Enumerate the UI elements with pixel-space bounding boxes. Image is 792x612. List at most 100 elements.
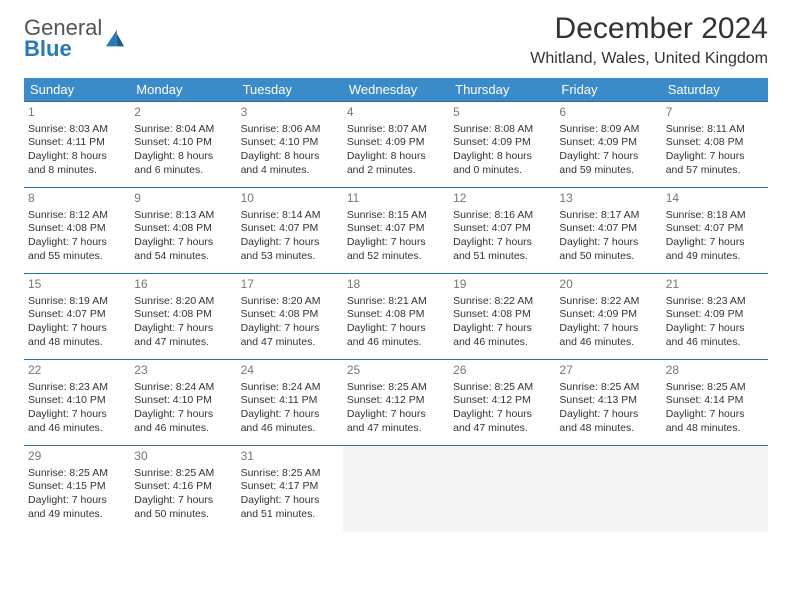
sunrise-line: Sunrise: 8:25 AM <box>134 467 232 481</box>
calendar-day-cell: 25Sunrise: 8:25 AMSunset: 4:12 PMDayligh… <box>343 360 449 446</box>
title-block: December 2024 Whitland, Wales, United Ki… <box>530 12 768 68</box>
sunrise-line: Sunrise: 8:25 AM <box>559 381 657 395</box>
day-number: 5 <box>453 105 551 121</box>
sunset-line: Sunset: 4:08 PM <box>347 308 445 322</box>
daylight-line: Daylight: 7 hours and 51 minutes. <box>241 494 339 521</box>
calendar-day-cell: 3Sunrise: 8:06 AMSunset: 4:10 PMDaylight… <box>237 102 343 188</box>
sunset-line: Sunset: 4:08 PM <box>134 308 232 322</box>
calendar-day-cell: 17Sunrise: 8:20 AMSunset: 4:08 PMDayligh… <box>237 274 343 360</box>
sunset-line: Sunset: 4:09 PM <box>559 308 657 322</box>
day-number: 20 <box>559 277 657 293</box>
daylight-line: Daylight: 7 hours and 50 minutes. <box>134 494 232 521</box>
sunrise-line: Sunrise: 8:07 AM <box>347 123 445 137</box>
daylight-line: Daylight: 8 hours and 6 minutes. <box>134 150 232 177</box>
calendar-day-cell: 29Sunrise: 8:25 AMSunset: 4:15 PMDayligh… <box>24 446 130 532</box>
sunrise-line: Sunrise: 8:11 AM <box>666 123 764 137</box>
day-number: 21 <box>666 277 764 293</box>
calendar-day-cell: 27Sunrise: 8:25 AMSunset: 4:13 PMDayligh… <box>555 360 661 446</box>
daylight-line: Daylight: 7 hours and 48 minutes. <box>559 408 657 435</box>
header: General Blue December 2024 Whitland, Wal… <box>24 12 768 68</box>
calendar-day-cell: 26Sunrise: 8:25 AMSunset: 4:12 PMDayligh… <box>449 360 555 446</box>
logo-text: General Blue <box>24 18 102 60</box>
day-number: 31 <box>241 449 339 465</box>
day-header: Monday <box>130 78 236 102</box>
day-number: 3 <box>241 105 339 121</box>
sunrise-line: Sunrise: 8:18 AM <box>666 209 764 223</box>
day-number: 19 <box>453 277 551 293</box>
sunrise-line: Sunrise: 8:23 AM <box>28 381 126 395</box>
daylight-line: Daylight: 8 hours and 2 minutes. <box>347 150 445 177</box>
day-number: 11 <box>347 191 445 207</box>
sunrise-line: Sunrise: 8:16 AM <box>453 209 551 223</box>
day-header: Tuesday <box>237 78 343 102</box>
sunrise-line: Sunrise: 8:23 AM <box>666 295 764 309</box>
day-number: 25 <box>347 363 445 379</box>
sunset-line: Sunset: 4:17 PM <box>241 480 339 494</box>
sunset-line: Sunset: 4:14 PM <box>666 394 764 408</box>
sunrise-line: Sunrise: 8:24 AM <box>134 381 232 395</box>
day-number: 26 <box>453 363 551 379</box>
calendar-day-cell: 15Sunrise: 8:19 AMSunset: 4:07 PMDayligh… <box>24 274 130 360</box>
calendar-week-row: 22Sunrise: 8:23 AMSunset: 4:10 PMDayligh… <box>24 360 768 446</box>
sunset-line: Sunset: 4:07 PM <box>453 222 551 236</box>
calendar-day-cell: 14Sunrise: 8:18 AMSunset: 4:07 PMDayligh… <box>662 188 768 274</box>
day-number: 1 <box>28 105 126 121</box>
day-number: 6 <box>559 105 657 121</box>
day-number: 28 <box>666 363 764 379</box>
calendar-empty-cell <box>343 446 449 532</box>
day-number: 9 <box>134 191 232 207</box>
calendar-day-cell: 21Sunrise: 8:23 AMSunset: 4:09 PMDayligh… <box>662 274 768 360</box>
daylight-line: Daylight: 7 hours and 55 minutes. <box>28 236 126 263</box>
day-header: Saturday <box>662 78 768 102</box>
sunset-line: Sunset: 4:12 PM <box>453 394 551 408</box>
calendar-day-cell: 10Sunrise: 8:14 AMSunset: 4:07 PMDayligh… <box>237 188 343 274</box>
daylight-line: Daylight: 7 hours and 59 minutes. <box>559 150 657 177</box>
calendar-day-cell: 22Sunrise: 8:23 AMSunset: 4:10 PMDayligh… <box>24 360 130 446</box>
calendar-day-cell: 4Sunrise: 8:07 AMSunset: 4:09 PMDaylight… <box>343 102 449 188</box>
sunrise-line: Sunrise: 8:22 AM <box>453 295 551 309</box>
sunrise-line: Sunrise: 8:06 AM <box>241 123 339 137</box>
sunset-line: Sunset: 4:08 PM <box>666 136 764 150</box>
sunrise-line: Sunrise: 8:25 AM <box>347 381 445 395</box>
sunrise-line: Sunrise: 8:03 AM <box>28 123 126 137</box>
day-number: 8 <box>28 191 126 207</box>
sunrise-line: Sunrise: 8:19 AM <box>28 295 126 309</box>
location: Whitland, Wales, United Kingdom <box>530 50 768 68</box>
daylight-line: Daylight: 8 hours and 4 minutes. <box>241 150 339 177</box>
day-number: 22 <box>28 363 126 379</box>
sunrise-line: Sunrise: 8:21 AM <box>347 295 445 309</box>
sunrise-line: Sunrise: 8:04 AM <box>134 123 232 137</box>
calendar-day-cell: 13Sunrise: 8:17 AMSunset: 4:07 PMDayligh… <box>555 188 661 274</box>
calendar-day-cell: 19Sunrise: 8:22 AMSunset: 4:08 PMDayligh… <box>449 274 555 360</box>
daylight-line: Daylight: 8 hours and 0 minutes. <box>453 150 551 177</box>
calendar-empty-cell <box>662 446 768 532</box>
sunset-line: Sunset: 4:09 PM <box>559 136 657 150</box>
daylight-line: Daylight: 8 hours and 8 minutes. <box>28 150 126 177</box>
logo: General Blue <box>24 18 126 60</box>
day-header: Wednesday <box>343 78 449 102</box>
calendar-day-cell: 1 Sunrise: 8:03 AMSunset: 4:11 PMDaylight… <box>24 102 130 188</box>
calendar-week-row: 8Sunrise: 8:12 AMSunset: 4:08 PMDaylight… <box>24 188 768 274</box>
calendar-empty-cell <box>555 446 661 532</box>
sunset-line: Sunset: 4:09 PM <box>453 136 551 150</box>
daylight-line: Daylight: 7 hours and 51 minutes. <box>453 236 551 263</box>
sunrise-line: Sunrise: 8:13 AM <box>134 209 232 223</box>
calendar-day-cell: 8Sunrise: 8:12 AMSunset: 4:08 PMDaylight… <box>24 188 130 274</box>
calendar-day-cell: 5Sunrise: 8:08 AMSunset: 4:09 PMDaylight… <box>449 102 555 188</box>
day-number: 14 <box>666 191 764 207</box>
daylight-line: Daylight: 7 hours and 48 minutes. <box>666 408 764 435</box>
day-number: 29 <box>28 449 126 465</box>
calendar-day-cell: 2Sunrise: 8:04 AMSunset: 4:10 PMDaylight… <box>130 102 236 188</box>
calendar-day-cell: 18Sunrise: 8:21 AMSunset: 4:08 PMDayligh… <box>343 274 449 360</box>
sunset-line: Sunset: 4:12 PM <box>347 394 445 408</box>
sunset-line: Sunset: 4:07 PM <box>241 222 339 236</box>
sunrise-line: Sunrise: 8:25 AM <box>241 467 339 481</box>
sunset-line: Sunset: 4:07 PM <box>28 308 126 322</box>
sunset-line: Sunset: 4:11 PM <box>28 136 126 150</box>
sunrise-line: Sunrise: 8:15 AM <box>347 209 445 223</box>
sunrise-line: Sunrise: 8:25 AM <box>666 381 764 395</box>
day-number: 2 <box>134 105 232 121</box>
calendar-day-cell: 30Sunrise: 8:25 AMSunset: 4:16 PMDayligh… <box>130 446 236 532</box>
day-header: Thursday <box>449 78 555 102</box>
day-number: 27 <box>559 363 657 379</box>
